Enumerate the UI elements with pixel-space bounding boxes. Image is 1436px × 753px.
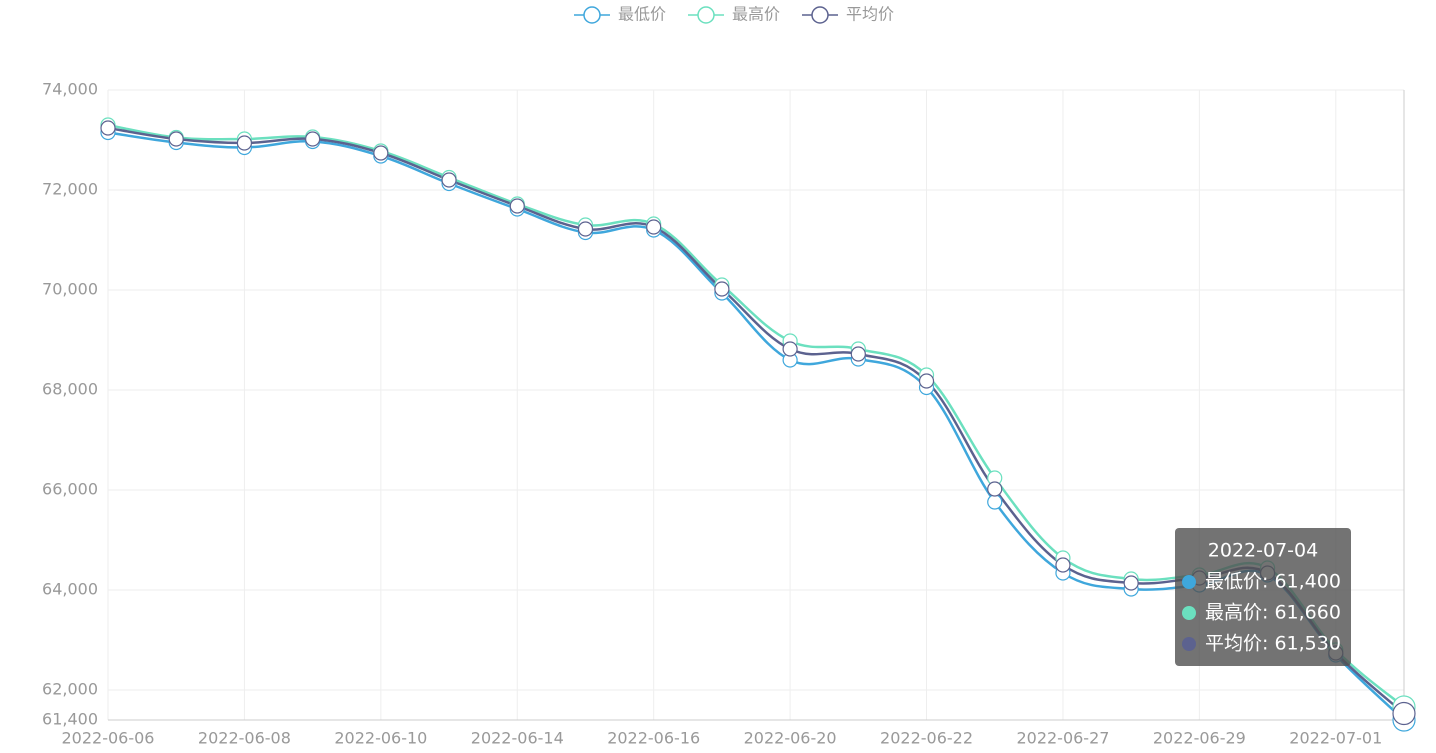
legend-label[interactable]: 平均价 [846, 5, 894, 24]
x-tick-label: 2022-06-29 [1153, 729, 1246, 748]
x-tick-label: 2022-06-16 [607, 729, 700, 748]
y-tick-label: 62,000 [42, 680, 98, 699]
x-tick-label: 2022-06-22 [880, 729, 973, 748]
tooltip-dot [1182, 575, 1196, 589]
point[interactable] [373, 145, 389, 161]
point[interactable] [168, 131, 184, 147]
legend-marker[interactable] [697, 6, 715, 24]
point[interactable] [305, 131, 321, 147]
y-tick-label: 68,000 [42, 380, 98, 399]
x-tick-label: 2022-06-06 [62, 729, 155, 748]
point[interactable] [509, 198, 525, 214]
legend-label[interactable]: 最低价 [618, 5, 666, 24]
point[interactable] [577, 221, 594, 237]
legend-label[interactable]: 最高价 [732, 5, 780, 24]
point[interactable] [850, 346, 866, 362]
tooltip-row: 最高价: 61,660 [1205, 602, 1341, 624]
point[interactable] [646, 219, 662, 235]
point[interactable] [441, 172, 457, 188]
y-tick-label: 66,000 [42, 480, 98, 499]
x-tick-label: 2022-06-10 [334, 729, 427, 748]
point[interactable] [918, 373, 935, 389]
y-tick-label: 72,000 [42, 180, 98, 199]
y-tick-label: 61,400 [42, 710, 98, 729]
legend-marker[interactable] [811, 6, 829, 24]
tooltip-dot [1182, 637, 1196, 651]
point[interactable] [100, 120, 116, 136]
x-tick-label: 2022-07-01 [1289, 729, 1382, 748]
x-tick-label: 2022-06-14 [471, 729, 564, 748]
point[interactable] [1392, 701, 1416, 726]
tooltip-dot [1182, 606, 1196, 620]
tooltip-row: 平均价: 61,530 [1205, 633, 1341, 655]
x-tick-label: 2022-06-08 [198, 729, 291, 748]
y-tick-label: 70,000 [42, 280, 98, 299]
point[interactable] [987, 481, 1003, 497]
point[interactable] [782, 341, 798, 357]
legend-marker[interactable] [583, 6, 601, 24]
tooltip-row: 最低价: 61,400 [1205, 571, 1341, 593]
y-tick-label: 74,000 [42, 80, 98, 99]
point[interactable] [1055, 557, 1071, 573]
tooltip-box [1175, 528, 1351, 666]
tooltip-title: 2022-07-04 [1208, 540, 1318, 562]
point[interactable] [714, 281, 730, 297]
x-tick-label: 2022-06-20 [744, 729, 837, 748]
x-tick-label: 2022-06-27 [1016, 729, 1109, 748]
point[interactable] [236, 135, 253, 151]
point[interactable] [1123, 575, 1139, 591]
point[interactable] [987, 494, 1003, 510]
y-tick-label: 64,000 [42, 580, 98, 599]
